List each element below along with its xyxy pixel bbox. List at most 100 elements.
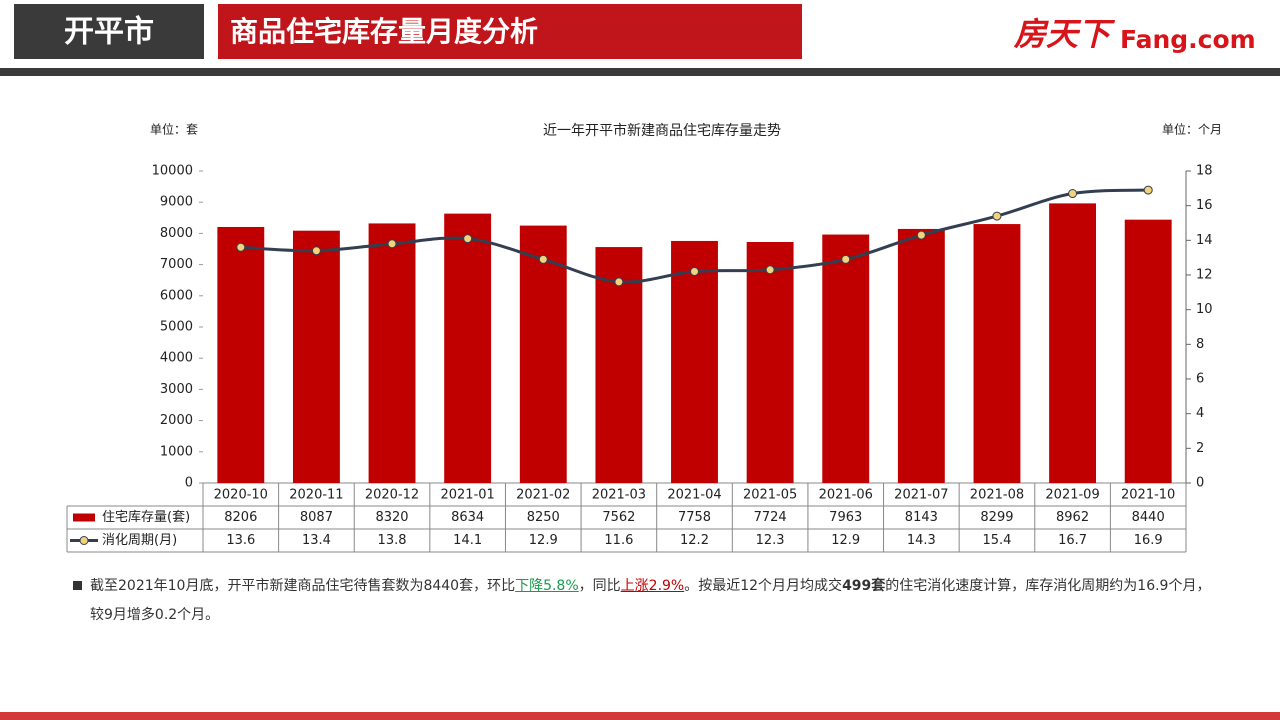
y-tick-label: 4000 <box>160 351 193 366</box>
table-value: 14.3 <box>907 533 936 548</box>
x-tick-label: 2021-03 <box>592 488 646 503</box>
y2-unit: 单位：个月 <box>1162 122 1222 137</box>
marker <box>311 246 321 256</box>
marker <box>992 211 1002 221</box>
legend-swatch <box>73 513 95 522</box>
marker <box>916 230 926 240</box>
y-tick-label: 5000 <box>160 320 193 335</box>
y2-tick-label: 10 <box>1196 302 1213 317</box>
marker <box>1068 189 1078 199</box>
y-unit: 单位：套 <box>150 122 198 137</box>
table-value: 7562 <box>602 510 635 525</box>
bar <box>746 242 794 483</box>
table-value: 8206 <box>224 510 257 525</box>
bar <box>822 234 870 483</box>
bar <box>217 226 265 484</box>
y2-tick-label: 8 <box>1196 337 1204 352</box>
y-tick-label: 6000 <box>160 288 193 303</box>
table-value: 7963 <box>829 510 862 525</box>
table-value: 16.9 <box>1134 533 1163 548</box>
note-text: 。按最近12个月月均成交 <box>684 578 843 594</box>
marker <box>1143 185 1153 195</box>
x-tick-label: 2020-12 <box>365 488 419 503</box>
bar <box>973 224 1021 483</box>
table-value: 8440 <box>1132 510 1165 525</box>
table-value: 12.9 <box>831 533 860 548</box>
y-tick-label: 10000 <box>152 164 193 179</box>
table-value: 13.8 <box>378 533 407 548</box>
x-tick-label: 2021-01 <box>440 488 494 503</box>
y2-tick-label: 16 <box>1196 198 1213 213</box>
table-value: 8087 <box>300 510 333 525</box>
logo: 房天下 <box>1013 15 1116 53</box>
note-bold: 499套 <box>842 578 886 594</box>
legend-swatch <box>79 536 89 545</box>
table-value: 13.6 <box>226 533 255 548</box>
marker <box>463 234 473 244</box>
marker <box>387 239 397 249</box>
table-value: 14.1 <box>453 533 482 548</box>
marker <box>690 267 699 277</box>
y2-tick-label: 2 <box>1196 441 1204 456</box>
y-tick-label: 1000 <box>160 444 193 459</box>
note-up: 上涨2.9% <box>620 578 685 594</box>
y2-tick-label: 0 <box>1196 476 1204 491</box>
y2-tick-label: 12 <box>1196 268 1213 283</box>
y-tick-label: 8000 <box>160 226 193 241</box>
y2-tick-label: 18 <box>1196 164 1213 179</box>
note-text: 截至2021年10月底，开平市新建商品住宅待售套数为8440套，环比 <box>90 578 516 594</box>
table-value: 8143 <box>905 510 938 525</box>
logo-en: Fang.com <box>1120 25 1256 54</box>
marker <box>614 277 624 287</box>
table-value: 12.9 <box>529 533 558 548</box>
table-value: 8250 <box>527 510 560 525</box>
y2-tick-label: 4 <box>1196 406 1204 421</box>
table-value: 8320 <box>375 510 408 525</box>
y-tick-label: 0 <box>185 476 193 491</box>
x-tick-label: 2021-02 <box>516 488 570 503</box>
y2-tick-label: 14 <box>1196 233 1213 248</box>
bar <box>1124 219 1172 483</box>
note-text: ，同比 <box>578 578 621 594</box>
x-tick-label: 2021-06 <box>819 488 873 503</box>
legend-label: 住宅库存量(套) <box>102 509 190 525</box>
note: 截至2021年10月底，开平市新建商品住宅待售套数为8440套，环比下降5.8%… <box>90 572 1215 630</box>
bar <box>368 223 416 483</box>
table-value: 8962 <box>1056 510 1089 525</box>
bar <box>444 213 492 483</box>
table-value: 7724 <box>754 510 787 525</box>
y-tick-label: 9000 <box>160 195 193 210</box>
chart-title: 近一年开平市新建商品住宅库存量走势 <box>543 122 781 139</box>
bar <box>897 228 945 483</box>
marker <box>841 254 851 264</box>
x-tick-label: 2021-05 <box>743 488 797 503</box>
bar <box>519 225 567 483</box>
bar <box>1049 203 1097 483</box>
note-down: 下降5.8% <box>515 578 579 594</box>
table-value: 8634 <box>451 510 484 525</box>
page-title: 商品住宅库存量月度分析 <box>230 15 538 48</box>
table-value: 16.7 <box>1058 533 1087 548</box>
y2-tick-label: 6 <box>1196 372 1204 387</box>
city: 开平市 <box>64 15 154 50</box>
city-box <box>14 4 204 59</box>
bar <box>292 230 340 483</box>
y-tick-label: 2000 <box>160 413 193 428</box>
x-tick-label: 2020-11 <box>289 488 343 503</box>
table-value: 12.3 <box>756 533 785 548</box>
y-tick-label: 7000 <box>160 257 193 272</box>
x-tick-label: 2021-09 <box>1045 488 1099 503</box>
table-value: 15.4 <box>982 533 1011 548</box>
x-tick-label: 2021-07 <box>894 488 948 503</box>
note-text: 的住宅消化速度计算，库存消化周期约为16.9个月，较9月增多0.2个月。 <box>90 578 1211 623</box>
legend-label: 消化周期(月) <box>102 533 177 548</box>
x-tick-label: 2021-10 <box>1121 488 1175 503</box>
marker <box>538 254 548 264</box>
x-tick-label: 2021-08 <box>970 488 1024 503</box>
table-value: 7758 <box>678 510 711 525</box>
table-value: 12.2 <box>680 533 709 548</box>
table-value: 11.6 <box>604 533 633 548</box>
title-box <box>218 4 802 59</box>
